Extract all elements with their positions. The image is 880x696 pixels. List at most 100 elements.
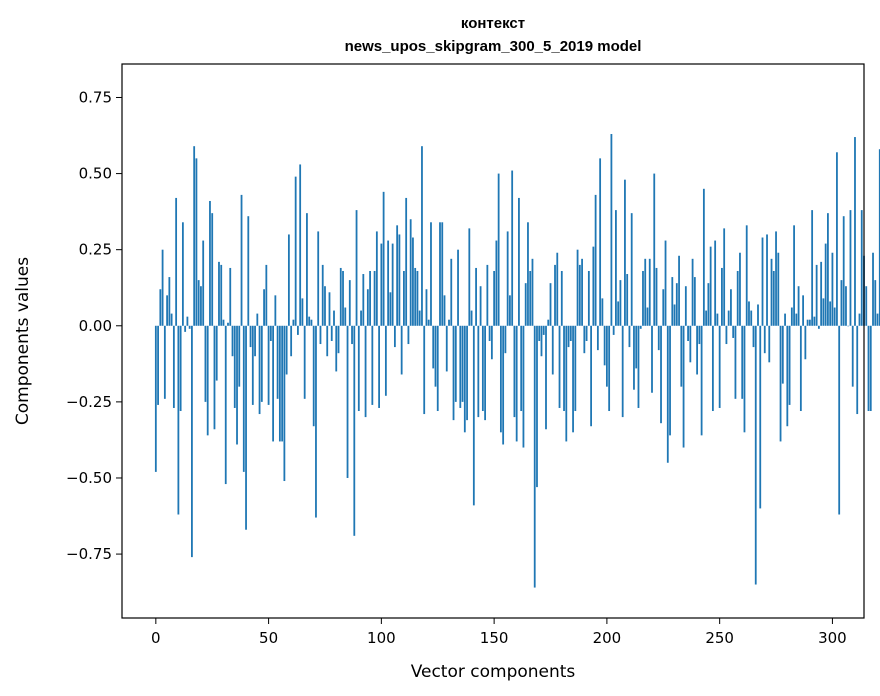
bar bbox=[608, 325, 611, 412]
bar bbox=[603, 325, 606, 366]
bar bbox=[813, 316, 816, 326]
bar bbox=[750, 310, 753, 326]
bar bbox=[497, 173, 500, 326]
bar bbox=[283, 325, 286, 482]
bar bbox=[872, 252, 874, 326]
bar bbox=[303, 325, 306, 399]
bar bbox=[829, 301, 832, 326]
bar bbox=[407, 325, 410, 345]
bar bbox=[278, 325, 281, 442]
bar bbox=[267, 325, 270, 405]
bar bbox=[757, 304, 759, 326]
bar bbox=[430, 222, 432, 326]
x-tick-label: 100 bbox=[367, 629, 396, 647]
bar bbox=[696, 325, 698, 375]
bar bbox=[754, 325, 757, 585]
bar bbox=[542, 325, 545, 335]
bar bbox=[466, 325, 468, 421]
bar bbox=[342, 270, 344, 326]
bar bbox=[317, 231, 320, 326]
bar bbox=[168, 277, 171, 326]
bar bbox=[745, 225, 748, 326]
bar bbox=[865, 286, 868, 326]
bar bbox=[628, 325, 631, 348]
bar bbox=[766, 234, 768, 326]
bar bbox=[502, 325, 505, 445]
bar bbox=[490, 325, 493, 360]
bar bbox=[488, 325, 491, 341]
bar bbox=[734, 325, 737, 399]
bar bbox=[711, 325, 714, 412]
chart-subtitle: news_upos_skipgram_300_5_2019 model bbox=[345, 38, 642, 55]
bar bbox=[197, 280, 200, 326]
bar bbox=[360, 310, 362, 326]
bar bbox=[312, 325, 315, 427]
bar bbox=[337, 325, 340, 354]
bar bbox=[619, 280, 622, 326]
bar bbox=[533, 325, 536, 588]
bar bbox=[454, 325, 457, 402]
bar bbox=[206, 325, 209, 436]
bar bbox=[163, 325, 166, 399]
bar bbox=[617, 301, 620, 326]
bar bbox=[648, 258, 651, 326]
bar bbox=[416, 270, 419, 326]
bar bbox=[759, 325, 762, 509]
bar bbox=[847, 325, 850, 327]
bar bbox=[854, 137, 856, 326]
bar bbox=[858, 313, 861, 326]
bar bbox=[621, 325, 624, 418]
bar bbox=[504, 325, 507, 354]
y-tick-label: 0.00 bbox=[79, 317, 112, 335]
bar bbox=[157, 325, 159, 405]
bar bbox=[605, 325, 608, 387]
bar bbox=[495, 240, 498, 326]
bar bbox=[784, 313, 786, 326]
bar bbox=[452, 325, 455, 421]
bar bbox=[450, 258, 453, 326]
bar bbox=[646, 307, 649, 326]
bar bbox=[344, 307, 347, 326]
bar bbox=[624, 179, 626, 326]
y-tick-label: −0.50 bbox=[66, 469, 112, 487]
bar bbox=[664, 240, 667, 326]
bar bbox=[400, 325, 403, 375]
bar bbox=[297, 325, 299, 335]
plot-frame bbox=[121, 63, 865, 619]
bar bbox=[472, 325, 475, 506]
bar bbox=[218, 261, 220, 326]
bar bbox=[290, 325, 293, 357]
bar bbox=[770, 258, 773, 326]
bar bbox=[172, 325, 175, 408]
bar bbox=[319, 325, 322, 345]
bar bbox=[763, 325, 766, 354]
bar bbox=[222, 319, 225, 326]
bar bbox=[333, 310, 335, 326]
bar bbox=[817, 325, 820, 329]
bar bbox=[743, 325, 746, 433]
bar bbox=[578, 264, 581, 326]
bar bbox=[761, 237, 764, 326]
bar bbox=[721, 267, 723, 326]
bar bbox=[702, 188, 705, 326]
bar bbox=[655, 267, 658, 326]
bar bbox=[346, 325, 349, 478]
bar bbox=[811, 210, 814, 326]
bar bbox=[281, 325, 284, 442]
y-tick-label: −0.75 bbox=[66, 545, 112, 563]
bar bbox=[493, 270, 496, 326]
bar bbox=[574, 325, 577, 412]
bar bbox=[563, 325, 565, 412]
bar bbox=[236, 325, 238, 445]
bar bbox=[565, 325, 568, 442]
bar bbox=[513, 325, 516, 418]
bar bbox=[793, 225, 795, 326]
bar bbox=[671, 277, 674, 326]
bar bbox=[515, 325, 518, 442]
bar bbox=[572, 325, 574, 433]
bar bbox=[287, 234, 290, 326]
bar bbox=[412, 237, 414, 326]
bar bbox=[459, 325, 462, 408]
bar bbox=[739, 252, 741, 326]
bar bbox=[184, 325, 187, 332]
